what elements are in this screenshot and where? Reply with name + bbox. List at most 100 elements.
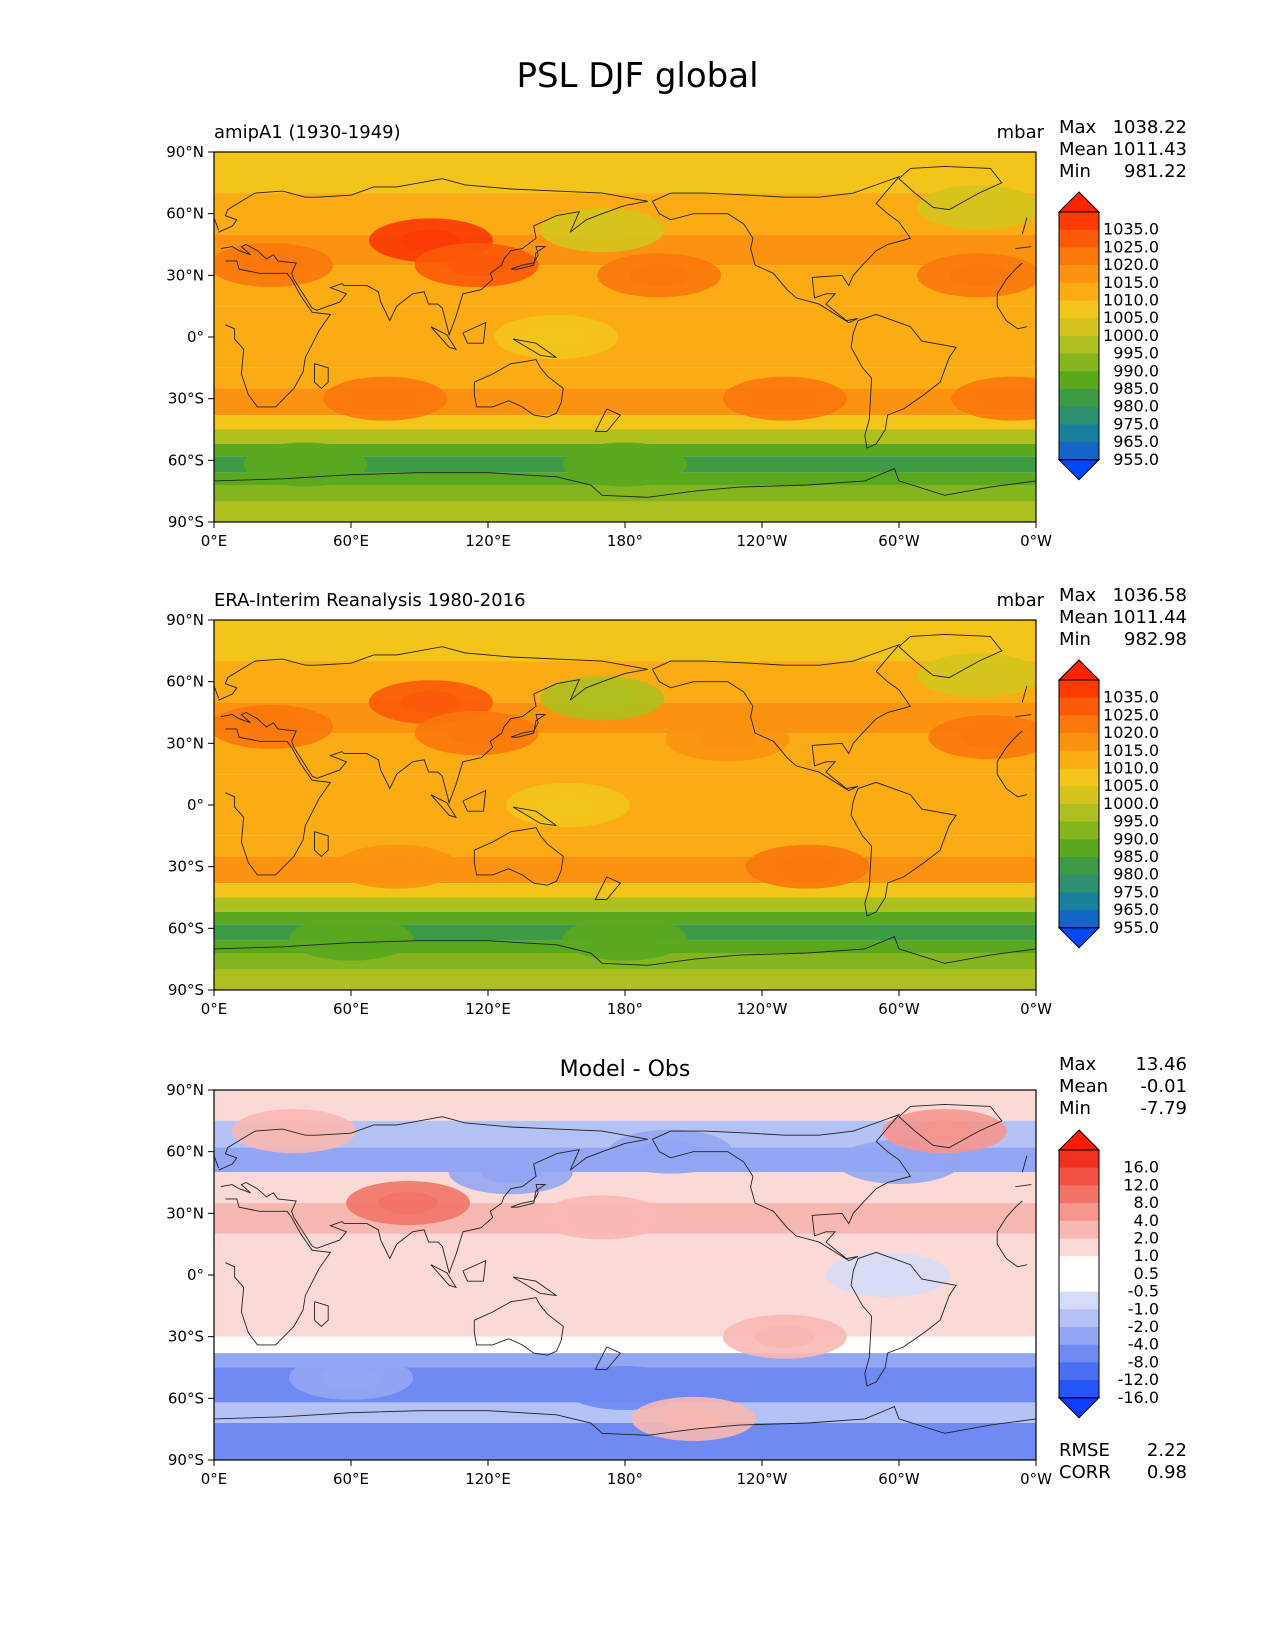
- field-layer: [214, 620, 1036, 990]
- colorbar: 1035.01025.01020.01015.01010.01005.01000…: [1057, 191, 1159, 481]
- x-tick-label: 60°E: [333, 532, 369, 550]
- field-feature-core: [400, 691, 461, 714]
- coastlines: [214, 633, 1036, 966]
- field-feature-core: [960, 726, 1021, 749]
- y-tick-label: 60°S: [168, 919, 204, 937]
- coastline: [594, 408, 622, 433]
- colorbar-segment: [1059, 265, 1099, 284]
- colorbar-segment: [1059, 874, 1099, 893]
- colorbar-segment: [1059, 371, 1099, 390]
- field-feature-core: [241, 715, 302, 738]
- coastline: [225, 728, 1028, 876]
- coastlines: [214, 165, 1036, 498]
- min-label: Min: [1059, 161, 1091, 182]
- colorbar-label: -2.0: [1128, 1317, 1159, 1336]
- min-label: Min: [1059, 629, 1091, 650]
- field-feature-core: [446, 254, 507, 277]
- colorbar-segment: [1059, 300, 1099, 319]
- colorbar-segment: [1059, 1185, 1099, 1204]
- colorbar-label: -16.0: [1118, 1388, 1159, 1407]
- colorbar-segment: [1059, 1220, 1099, 1239]
- y-tick-label: 90°S: [168, 1451, 204, 1469]
- colorbar-label: 1000.0: [1103, 326, 1159, 345]
- y-tick-label: 90°S: [168, 981, 204, 999]
- y-tick-label: 0°: [187, 796, 204, 814]
- colorbar-segment: [1059, 353, 1099, 372]
- colorbar-label: 2.0: [1134, 1229, 1159, 1248]
- colorbar-segment: [1059, 733, 1099, 752]
- coastline: [594, 1346, 622, 1371]
- field-feature-core: [572, 219, 633, 242]
- colorbar-label: 1005.0: [1103, 776, 1159, 795]
- colorbar-frame: [1058, 211, 1100, 461]
- rmse-label: RMSE: [1059, 1440, 1110, 1461]
- panel2-title-left: ERA-Interim Reanalysis 1980-2016: [214, 590, 526, 611]
- y-tick-label: 60°S: [168, 1389, 204, 1407]
- field-band: [214, 1402, 1036, 1423]
- colorbar-label: 965.0: [1113, 900, 1159, 919]
- field-feature-core: [595, 453, 655, 476]
- colorbar-label: 975.0: [1113, 882, 1159, 901]
- colorbar-segment: [1059, 910, 1099, 929]
- x-tick-label: 0°E: [201, 1000, 228, 1018]
- y-tick-label: 90°N: [166, 143, 204, 161]
- coastline: [473, 1297, 564, 1356]
- colorbar-segment: [1059, 1344, 1099, 1363]
- x-tick-label: 180°: [607, 1000, 643, 1018]
- corr-value: 0.98: [1146, 1462, 1187, 1483]
- y-tick-label: 30°S: [168, 1328, 204, 1346]
- x-tick-label: 120°E: [465, 1470, 511, 1488]
- colorbar-segment: [1059, 715, 1099, 734]
- panel1-units: mbar: [996, 122, 1044, 143]
- colorbar-segment: [1059, 803, 1099, 823]
- panel1-title-left: amipA1 (1930-1949): [214, 122, 401, 143]
- panel2-units: mbar: [996, 590, 1044, 611]
- field-feature-core: [697, 728, 758, 751]
- coastline: [510, 714, 547, 738]
- y-tick-label: 30°S: [168, 858, 204, 876]
- field-band: [214, 485, 1036, 502]
- coastline: [652, 1113, 912, 1262]
- x-tick-label: 180°: [607, 532, 643, 550]
- colorbar-label: 965.0: [1113, 432, 1159, 451]
- x-tick-label: 60°E: [333, 1000, 369, 1018]
- colorbar-segment: [1059, 768, 1099, 787]
- colorbar-label: 1010.0: [1103, 759, 1159, 778]
- colorbar-label: 995.0: [1113, 344, 1159, 363]
- x-tick-label: 60°W: [878, 1470, 920, 1488]
- coastline: [652, 175, 912, 324]
- coastline: [214, 1155, 1028, 1173]
- colorbar-segment: [1059, 697, 1099, 716]
- corr-label: CORR: [1059, 1462, 1111, 1483]
- field-feature-core: [321, 927, 381, 950]
- field-feature-core: [869, 1150, 929, 1173]
- field-band: [214, 897, 1036, 912]
- colorbar-segment: [1059, 282, 1099, 301]
- field-band: [214, 429, 1036, 444]
- field-band: [214, 152, 1036, 194]
- colorbar-label: 1025.0: [1103, 705, 1159, 724]
- field-feature-core: [572, 1206, 633, 1229]
- colorbar-segment: [1059, 1150, 1099, 1169]
- y-tick-label: 60°S: [168, 451, 204, 469]
- coastline: [218, 1116, 1032, 1275]
- field-band: [214, 1090, 1036, 1121]
- y-tick-label: 90°S: [168, 513, 204, 531]
- colorbar-label: 8.0: [1134, 1193, 1159, 1212]
- coastline: [214, 685, 1028, 703]
- coastline: [314, 1301, 329, 1328]
- colorbar-segment: [1059, 750, 1099, 769]
- colorbar-label: 955.0: [1113, 450, 1159, 469]
- colorbar-segment: [1059, 212, 1099, 231]
- colorbar-segment: [1059, 424, 1099, 443]
- field-band: [214, 1423, 1036, 1460]
- colorbar-label: 1015.0: [1103, 741, 1159, 760]
- y-tick-label: 30°S: [168, 390, 204, 408]
- colorbar-segment: [1059, 1203, 1099, 1222]
- min-value: 981.22: [1124, 161, 1187, 182]
- coastline: [512, 806, 557, 827]
- colorbar-segment: [1059, 335, 1099, 355]
- y-tick-label: 30°N: [166, 1204, 204, 1222]
